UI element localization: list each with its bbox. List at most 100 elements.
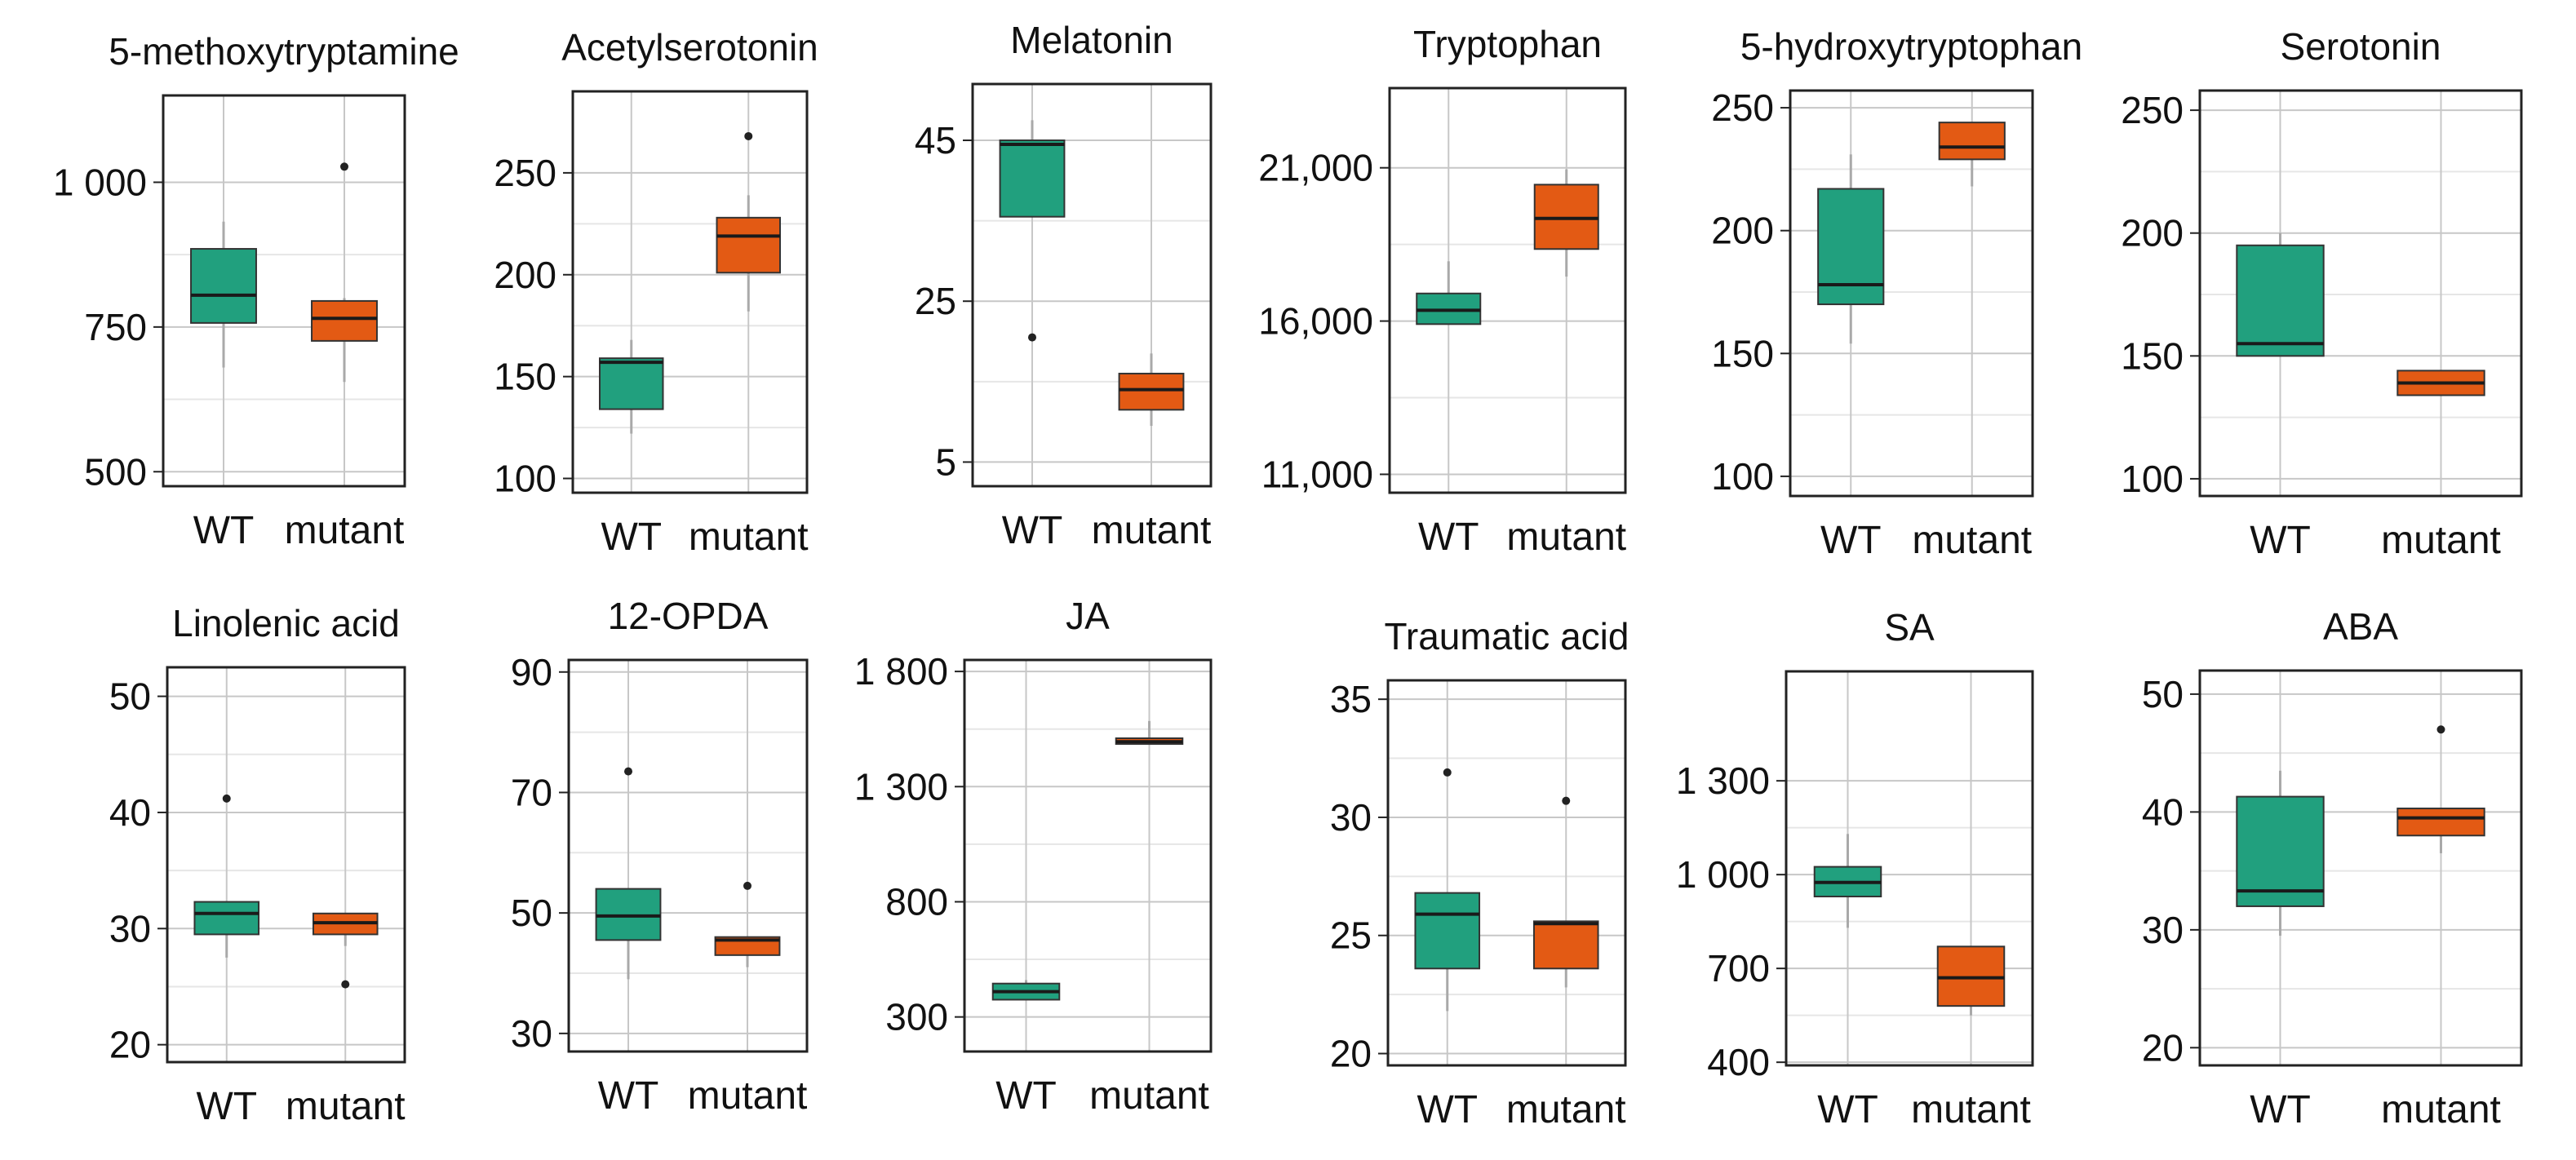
x-category-label: mutant bbox=[1092, 509, 1212, 552]
y-tick-label: 25 bbox=[915, 280, 956, 322]
box-mutant bbox=[1118, 372, 1185, 411]
plot-frame bbox=[1388, 86, 1627, 494]
outlier-point bbox=[743, 881, 752, 890]
plot-frame bbox=[1386, 679, 1627, 1067]
outlier-point bbox=[1562, 796, 1571, 805]
panel-title: 12-OPDA bbox=[608, 595, 769, 637]
y-tick-label: 50 bbox=[511, 892, 552, 934]
plot-frame bbox=[571, 90, 809, 494]
y-tick-label: 30 bbox=[511, 1012, 552, 1055]
boxplot-panel: SA 400 700 1 000 1 300 WT mutant bbox=[1676, 606, 2034, 1131]
box-wt bbox=[2236, 244, 2325, 357]
boxplot-panel: ABA 20 30 40 50 WT mutant bbox=[2142, 605, 2523, 1131]
y-tick-label: 300 bbox=[885, 996, 948, 1038]
boxplot-panel: 12-OPDA 30 50 70 90 WT mutant bbox=[511, 595, 809, 1118]
y-tick-label: 200 bbox=[1711, 210, 1774, 252]
y-tick-label: 35 bbox=[1330, 678, 1372, 720]
y-tick-label: 1 300 bbox=[1676, 759, 1770, 802]
y-tick-label: 150 bbox=[2121, 334, 2184, 377]
y-tick-label: 20 bbox=[109, 1024, 151, 1066]
box-wt bbox=[193, 901, 260, 936]
x-category-label: WT bbox=[2250, 519, 2311, 562]
x-category-label: WT bbox=[995, 1074, 1057, 1118]
box-wt bbox=[999, 139, 1066, 218]
y-tick-label: 400 bbox=[1707, 1041, 1770, 1083]
box-wt bbox=[599, 357, 664, 410]
panel-title: SA bbox=[1884, 606, 1935, 649]
y-tick-label: 25 bbox=[1330, 914, 1372, 957]
y-tick-label: 150 bbox=[1711, 332, 1774, 374]
y-tick-label: 20 bbox=[2142, 1026, 2184, 1069]
box-mutant bbox=[1532, 920, 1599, 970]
panel-title: JA bbox=[1066, 595, 1110, 637]
outlier-point bbox=[1028, 333, 1036, 342]
y-tick-label: 700 bbox=[1707, 947, 1770, 990]
y-tick-label: 50 bbox=[2142, 673, 2184, 715]
x-category-label: WT bbox=[1002, 509, 1063, 552]
outlier-point bbox=[744, 131, 753, 140]
y-tick-label: 1 300 bbox=[854, 765, 948, 808]
box-wt bbox=[1817, 188, 1885, 306]
x-category-label: mutant bbox=[2381, 1088, 2501, 1131]
x-category-label: mutant bbox=[2381, 519, 2501, 562]
y-tick-label: 800 bbox=[885, 880, 948, 923]
y-tick-label: 100 bbox=[1711, 455, 1774, 498]
x-category-label: mutant bbox=[689, 516, 809, 559]
outlier-point bbox=[340, 162, 348, 171]
y-tick-label: 20 bbox=[1330, 1033, 1372, 1075]
x-category-label: mutant bbox=[1506, 1088, 1626, 1131]
boxplot-panel: 5-methoxytryptamine 500 750 1 000 WT mutant bbox=[53, 30, 459, 552]
panel-title: 5-methoxytryptamine bbox=[109, 30, 459, 73]
plot-frame bbox=[971, 82, 1213, 488]
box-wt bbox=[1414, 892, 1481, 970]
x-category-label: mutant bbox=[286, 1085, 406, 1128]
y-tick-label: 40 bbox=[2142, 790, 2184, 833]
outlier-point bbox=[624, 767, 632, 776]
plot-frame bbox=[963, 658, 1213, 1053]
y-tick-label: 11,000 bbox=[1261, 453, 1373, 495]
panel-title: Linolenic acid bbox=[172, 602, 400, 644]
panel-title: Tryptophan bbox=[1413, 23, 1602, 65]
x-category-label: WT bbox=[1820, 519, 1882, 562]
y-tick-label: 100 bbox=[2121, 458, 2184, 500]
boxplot-panel: Tryptophan 11,000 16,000 21,000 WT mutant bbox=[1258, 23, 1627, 559]
x-category-label: WT bbox=[1417, 1088, 1478, 1131]
x-category-label: WT bbox=[193, 509, 255, 552]
boxplot-panel: JA 300 800 1 300 1 800 WT mutant bbox=[854, 595, 1213, 1118]
x-category-label: WT bbox=[1817, 1088, 1878, 1131]
panel-title: Serotonin bbox=[2281, 25, 2441, 68]
y-tick-label: 200 bbox=[2121, 212, 2184, 255]
y-tick-label: 200 bbox=[494, 254, 556, 296]
x-category-label: mutant bbox=[1912, 519, 2032, 562]
boxplot-panel: 5-hydroxytryptophan 100 150 200 250 WT mutant bbox=[1711, 25, 2082, 562]
box-mutant bbox=[2396, 808, 2485, 837]
y-tick-label: 250 bbox=[2121, 89, 2184, 131]
outlier-point bbox=[341, 980, 350, 989]
plot-frame bbox=[2198, 89, 2523, 498]
outlier-point bbox=[222, 794, 231, 803]
y-tick-label: 150 bbox=[494, 356, 556, 398]
y-tick-label: 1 000 bbox=[53, 161, 147, 203]
plot-frame bbox=[2198, 669, 2523, 1067]
outlier-point bbox=[1443, 768, 1452, 777]
y-tick-label: 45 bbox=[915, 119, 956, 162]
x-category-label: mutant bbox=[1089, 1074, 1209, 1118]
plot-frame bbox=[166, 666, 406, 1064]
x-category-label: mutant bbox=[285, 509, 405, 552]
y-tick-label: 30 bbox=[109, 907, 151, 950]
y-tick-label: 30 bbox=[1330, 796, 1372, 839]
box-mutant bbox=[311, 299, 378, 342]
y-tick-label: 50 bbox=[109, 675, 151, 718]
x-category-label: WT bbox=[598, 1074, 659, 1118]
panel-title: Acetylserotonin bbox=[561, 26, 818, 69]
plot-frame bbox=[1785, 670, 2034, 1067]
y-tick-label: 90 bbox=[511, 651, 552, 693]
box-mutant bbox=[716, 216, 781, 274]
x-category-label: WT bbox=[196, 1085, 257, 1128]
y-tick-label: 250 bbox=[1711, 86, 1774, 129]
y-tick-label: 16,000 bbox=[1258, 300, 1373, 343]
boxplot-panel: Melatonin 5 25 45 WT mutant bbox=[915, 19, 1213, 552]
y-tick-label: 40 bbox=[109, 791, 151, 834]
box-wt bbox=[190, 248, 257, 324]
